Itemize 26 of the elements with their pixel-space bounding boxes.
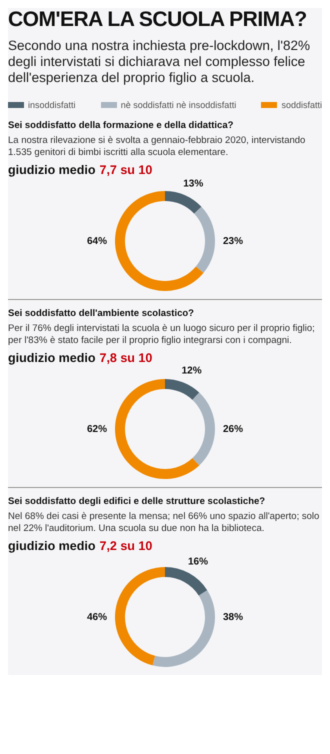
text: La nostra rilevazione si è svolta a gennaio-febbraio 2020, intervistando 1.535 genitori di bimbi iscritti alla scuola elementare. bbox=[8, 135, 306, 159]
chart-title: Sei soddisfatto dell'ambiente scolastico? bbox=[8, 308, 195, 319]
text: 7,7 su 10 bbox=[100, 163, 152, 177]
chart-subtitle: Nel 68% dei casi è presente la mensa; nel 66% uno spazio all'aperto; solo nel 22% l'auditorium. Una scuola su due non ha la biblioteca. bbox=[8, 511, 320, 535]
legend-label: soddisfatti bbox=[281, 100, 322, 110]
text: giudizio medio bbox=[8, 163, 96, 177]
text: giudizio medio bbox=[8, 539, 96, 553]
text: Secondo una nostra inchiesta pre-lockdown, l'82% degli intervistati si dichiarava nel complesso felice dell'esperienza del proprio figlio a scuola. bbox=[8, 38, 312, 86]
legend-label: insoddisfatti bbox=[28, 100, 76, 110]
data-label: 26% bbox=[223, 424, 244, 435]
text: COM'ERA LA SCUOLA PRIMA? bbox=[8, 8, 308, 32]
data-label: 12% bbox=[182, 366, 202, 377]
text: 7,2 su 10 bbox=[100, 539, 152, 553]
chart-title: Sei soddisfatto degli edifici e delle strutture scolastiche? bbox=[8, 496, 266, 507]
text: giudizio medio bbox=[8, 351, 96, 365]
data-label: 38% bbox=[223, 612, 244, 623]
data-label: 64% bbox=[86, 236, 108, 247]
data-label: 13% bbox=[183, 178, 204, 190]
chart-subtitle: Per il 76% degli intervistati la scuola è un luogo sicuro per il proprio figlio; per l'83% è stato facile per il proprio figlio integrarsi con i compagni. bbox=[8, 323, 316, 347]
text: 7,8 su 10 bbox=[100, 351, 152, 365]
data-label: 23% bbox=[223, 236, 244, 247]
text: Sei soddisfatto della formazione e della didattica? bbox=[8, 120, 234, 131]
data-label: 46% bbox=[86, 612, 108, 623]
data-label: 16% bbox=[188, 556, 208, 568]
data-label: 62% bbox=[86, 424, 108, 435]
legend-label: nè soddisfatti nè insoddisfatti bbox=[120, 100, 236, 110]
